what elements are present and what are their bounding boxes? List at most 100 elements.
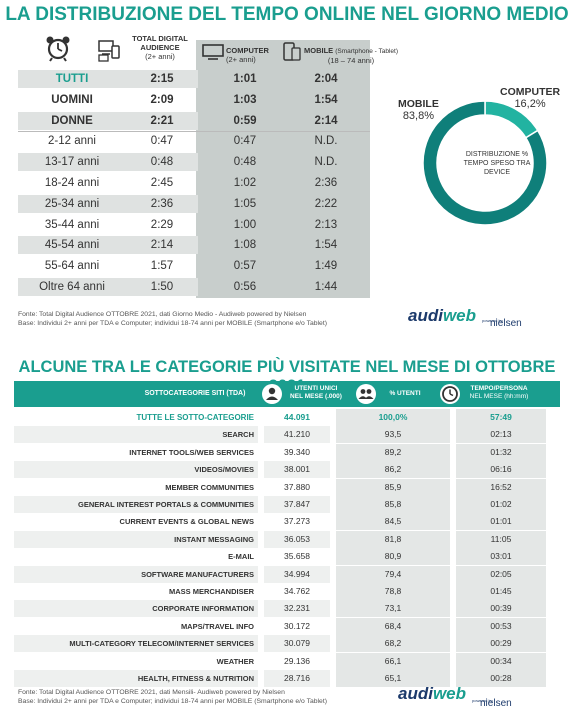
mobile-age-subheader: (18 – 74 anni) bbox=[327, 56, 375, 65]
unique-users-value: 29.136 bbox=[284, 655, 310, 666]
mobile-value: 2:14 bbox=[314, 114, 338, 127]
donut-label-mobile: MOBILE bbox=[398, 98, 439, 110]
pct-users-value: 68,2 bbox=[336, 635, 450, 653]
category-name: CURRENT EVENTS & GLOBAL NEWS bbox=[119, 517, 254, 527]
mobile-value: N.D. bbox=[314, 156, 338, 169]
donut-label-computer: COMPUTER bbox=[500, 86, 561, 98]
computer-value: 1:08 bbox=[233, 239, 257, 252]
base-note: Base: Individui 2+ anni per TDA e Comput… bbox=[18, 320, 327, 327]
powered-by-label: powered by bbox=[482, 318, 503, 323]
computer-icon bbox=[202, 44, 224, 60]
computer-value: 0:47 bbox=[233, 135, 257, 148]
tda-value: 2:09 bbox=[150, 93, 174, 106]
computer-value: 1:02 bbox=[233, 177, 257, 189]
nielsen-logo-bottom: nielsen bbox=[480, 698, 512, 709]
time-subheader: NEL MESE (hh:mm) bbox=[469, 393, 529, 400]
age-table-row: 13-17 anni 0:48 0:48 N.D. bbox=[18, 153, 370, 173]
tda-value: 2:14 bbox=[126, 236, 198, 255]
time-per-person-value: 00:53 bbox=[456, 617, 546, 635]
age-table-row: 35-44 anni 2:29 1:00 2:13 bbox=[18, 216, 370, 236]
pct-users-value: 84,5 bbox=[336, 513, 450, 531]
unique-users-value: 37.847 bbox=[264, 496, 330, 513]
base-note-monthly: Base: Individui 2+ anni per TDA e Comput… bbox=[18, 698, 327, 705]
mobile-icon bbox=[283, 42, 301, 61]
category-table-row: SOFTWARE MANUFACTURERS 34.994 79,4 02:05 bbox=[14, 565, 560, 584]
category-name: SEARCH bbox=[14, 426, 258, 444]
donut-center-line2: TEMPO SPESO TRA bbox=[463, 160, 531, 167]
category-name: TUTTE LE SOTTO-CATEGORIE bbox=[136, 413, 254, 422]
time-per-person-value: 11:05 bbox=[456, 530, 546, 548]
category-table-row: VIDEOS/MOVIES 38.001 86,2 06:16 bbox=[14, 461, 560, 479]
pct-users-value: 80,9 bbox=[336, 548, 450, 566]
tda-subheader: (2+ anni) bbox=[145, 52, 175, 61]
category-table-row: MEMBER COMMUNITIES 37.880 85,9 16:52 bbox=[14, 478, 560, 497]
tda-header: TOTAL DIGITAL AUDIENCE bbox=[132, 34, 188, 52]
tda-value: 2:45 bbox=[150, 177, 174, 189]
tda-value: 2:15 bbox=[126, 70, 198, 88]
device-donut-chart bbox=[422, 100, 548, 226]
time-per-person-value: 06:16 bbox=[456, 461, 546, 479]
row-label: 25-34 anni bbox=[18, 194, 126, 213]
row-label: 2-12 anni bbox=[48, 135, 96, 148]
mobile-value: 1:49 bbox=[314, 260, 338, 273]
category-table-row: E-MAIL 35.658 80,9 03:01 bbox=[14, 548, 560, 566]
category-name: E-MAIL bbox=[228, 552, 254, 562]
time-per-person-value: 00:34 bbox=[456, 652, 546, 670]
pct-users-value: 66,1 bbox=[336, 652, 450, 670]
devices-icon bbox=[98, 40, 120, 62]
computer-value: 1:03 bbox=[233, 93, 257, 106]
unique-users-value: 32.231 bbox=[264, 600, 330, 618]
row-label: UOMINI bbox=[51, 93, 93, 106]
time-per-person-value: 57:49 bbox=[456, 409, 546, 426]
age-table-row: DONNE 2:21 0:59 2:14 bbox=[18, 111, 370, 132]
unique-users-value: 28.716 bbox=[264, 670, 330, 687]
mobile-value: 1:44 bbox=[314, 281, 338, 293]
category-table-row: MULTI-CATEGORY TELECOM/INTERNET SERVICES… bbox=[14, 635, 560, 653]
computer-value: 0:59 bbox=[233, 114, 257, 127]
pct-users-value: 79,4 bbox=[336, 565, 450, 583]
computer-header: COMPUTER bbox=[226, 46, 269, 55]
row-label: Oltre 64 anni bbox=[18, 278, 126, 296]
tda-value: 1:57 bbox=[150, 260, 174, 273]
source-note: Fonte: Total Digital Audience OTTOBRE 20… bbox=[18, 311, 307, 318]
tda-value: 0:48 bbox=[126, 153, 198, 172]
category-table-row: GENERAL INTEREST PORTALS & COMMUNITIES 37… bbox=[14, 496, 560, 514]
category-table-row: CORPORATE INFORMATION 32.231 73,1 00:39 bbox=[14, 600, 560, 618]
unique-users-value: 36.053 bbox=[264, 530, 330, 548]
time-per-person-value: 02:13 bbox=[456, 426, 546, 444]
mobile-header: MOBILE bbox=[304, 46, 334, 55]
computer-value: 1:01 bbox=[233, 73, 257, 85]
time-per-person-value: 01:45 bbox=[456, 583, 546, 600]
row-label: 18-24 anni bbox=[44, 177, 100, 189]
clock-icon bbox=[442, 386, 458, 402]
pct-users-value: 73,1 bbox=[336, 600, 450, 618]
category-name: VIDEOS/MOVIES bbox=[14, 461, 258, 479]
row-label: 13-17 anni bbox=[18, 153, 126, 172]
category-table-row: WEATHER 29.136 66,1 00:34 bbox=[14, 652, 560, 671]
age-table-row: Oltre 64 anni 1:50 0:56 1:44 bbox=[18, 278, 370, 298]
users-header: UTENTI UNICI bbox=[294, 385, 338, 392]
pct-users-header: % UTENTI bbox=[389, 390, 421, 397]
row-label: 45-54 anni bbox=[18, 236, 126, 255]
device-panel bbox=[196, 40, 370, 298]
donut-center-line3: DEVICE bbox=[483, 169, 511, 176]
nielsen-logo: nielsen bbox=[490, 318, 522, 329]
age-table-row: 2-12 anni 0:47 0:47 N.D. bbox=[18, 132, 370, 152]
row-label: 35-44 anni bbox=[44, 218, 100, 231]
pct-users-value: 65,1 bbox=[336, 670, 450, 687]
computer-value: 1:05 bbox=[233, 197, 257, 210]
age-table-row: 55-64 anni 1:57 0:57 1:49 bbox=[18, 257, 370, 277]
computer-value: 0:48 bbox=[233, 156, 257, 169]
pct-users-value: 81,8 bbox=[336, 530, 450, 548]
computer-value: 0:56 bbox=[233, 281, 257, 293]
mobile-subheader: (Smartphone - Tablet) bbox=[335, 48, 399, 55]
donut-center-line1: DISTRIBUZIONE % bbox=[465, 151, 529, 158]
category-table-row: INSTANT MESSAGING 36.053 81,8 11:05 bbox=[14, 530, 560, 549]
unique-users-value: 34.762 bbox=[284, 586, 310, 596]
row-label: 55-64 anni bbox=[44, 260, 100, 273]
users-subheader: NEL MESE (.000) bbox=[290, 393, 342, 400]
category-name: CORPORATE INFORMATION bbox=[14, 600, 258, 618]
pct-users-value: 100,0% bbox=[336, 409, 450, 426]
mobile-value: 2:13 bbox=[314, 218, 338, 231]
tda-value: 2:29 bbox=[150, 218, 174, 231]
